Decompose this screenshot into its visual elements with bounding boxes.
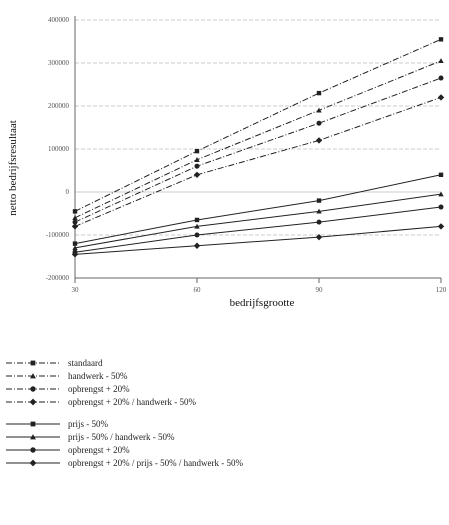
data-point: [316, 107, 322, 113]
data-point: [194, 217, 200, 223]
series-3: [72, 75, 444, 225]
legend-swatch: [6, 433, 60, 439]
data-point: [194, 157, 200, 162]
series-line: [74, 96, 442, 227]
data-point: [71, 251, 79, 258]
y-tick-label: -200000: [46, 274, 70, 282]
legend-item: handwerk - 50%: [4, 369, 243, 382]
line-chart: -200000 -100000 0 100000 200000 300000 400000 3…: [7, 16, 447, 309]
data-point: [72, 245, 78, 251]
data-point: [71, 223, 79, 230]
data-point: [316, 120, 322, 126]
data-point: [72, 209, 78, 214]
data-point: [438, 191, 444, 197]
legend-label: opbrengst + 20% / handwerk - 50%: [68, 396, 197, 407]
data-point: [29, 459, 37, 466]
y-tick-label: 100000: [48, 145, 70, 153]
legend-item: standaard: [4, 356, 243, 369]
legend-item: opbrengst + 20%: [4, 443, 243, 456]
legend-swatch: [6, 360, 60, 365]
x-tick-label: 120: [436, 286, 447, 294]
data-point: [438, 75, 444, 81]
series-line: [74, 174, 442, 245]
legend-swatch: [6, 372, 60, 378]
series-7: [72, 204, 444, 255]
data-point: [193, 171, 201, 178]
legend-label: opbrengst + 20%: [68, 444, 130, 455]
legend-item: prijs - 50%: [4, 417, 243, 430]
data-point: [30, 433, 36, 439]
series-line: [74, 193, 442, 249]
data-point: [316, 90, 322, 96]
y-tick-label: 200000: [48, 102, 70, 110]
axis-layer: -200000 -100000 0 100000 200000 300000 400000 3…: [46, 16, 447, 294]
series-layer: [71, 37, 445, 258]
x-tick-label: 60: [194, 286, 202, 294]
legend-label: handwerk - 50%: [68, 370, 128, 381]
data-point: [30, 446, 36, 453]
legend-swatch: [6, 459, 60, 466]
legend-label: opbrengst + 20% / prijs - 50% / handwerk…: [68, 457, 244, 468]
legend-swatch: [6, 385, 60, 392]
legend-label: prijs - 50%: [68, 418, 108, 429]
data-point: [30, 385, 36, 392]
data-point: [438, 172, 444, 177]
series-line: [74, 60, 442, 219]
legend-swatch: [6, 421, 60, 426]
legend-item: opbrengst + 20% / handwerk - 50%: [4, 395, 243, 408]
y-tick-label: -100000: [46, 231, 70, 239]
data-point: [30, 421, 36, 426]
y-tick-label: 0: [66, 188, 70, 196]
data-point: [72, 241, 78, 246]
legend-item: opbrengst + 20% / prijs - 50% / handwerk…: [4, 456, 243, 469]
series-6: [72, 191, 444, 251]
legend-swatch: [6, 446, 60, 453]
data-point: [438, 37, 444, 42]
data-point: [30, 360, 36, 365]
data-point: [315, 233, 323, 241]
data-point: [316, 219, 322, 225]
data-point: [316, 198, 322, 203]
data-point: [194, 148, 200, 154]
legend-item: opbrengst + 20%: [4, 382, 243, 395]
data-point: [437, 94, 445, 101]
data-point: [72, 215, 78, 220]
series-line: [74, 225, 442, 255]
legend-label: opbrengst + 20%: [68, 383, 130, 394]
legend-item: prijs - 50% / handwerk - 50%: [4, 430, 243, 443]
x-tick-label: 30: [72, 286, 80, 294]
series-1: [72, 37, 444, 214]
data-point: [438, 58, 444, 64]
series-8: [71, 223, 445, 258]
data-point: [194, 163, 200, 169]
x-axis-label: bedrijfsgrootte: [230, 297, 295, 309]
data-point: [437, 223, 445, 230]
legend-swatch: [6, 398, 60, 405]
legend-label: standaard: [68, 357, 103, 368]
legend-label: prijs - 50% / handwerk - 50%: [68, 431, 175, 442]
x-tick-label: 90: [316, 286, 324, 294]
data-point: [72, 219, 78, 225]
data-point: [30, 372, 36, 378]
data-point: [315, 137, 323, 144]
series-line: [74, 38, 442, 212]
data-point: [438, 204, 444, 210]
y-tick-label: 400000: [48, 16, 70, 24]
series-line: [74, 77, 442, 223]
y-axis-label: netto bedrijfsresultaat: [7, 120, 19, 216]
series-line: [74, 206, 442, 253]
series-4: [71, 94, 445, 230]
series-2: [72, 58, 444, 220]
data-point: [316, 208, 322, 214]
data-point: [194, 223, 200, 229]
legend: standaard handwerk - 50% opbrengst + 20% op…: [4, 356, 243, 469]
data-point: [193, 242, 201, 249]
series-5: [72, 172, 444, 246]
legend-gap: [4, 408, 243, 417]
y-tick-label: 300000: [48, 59, 70, 67]
grid-layer: [75, 19, 441, 279]
data-point: [29, 398, 37, 405]
data-point: [194, 232, 200, 238]
